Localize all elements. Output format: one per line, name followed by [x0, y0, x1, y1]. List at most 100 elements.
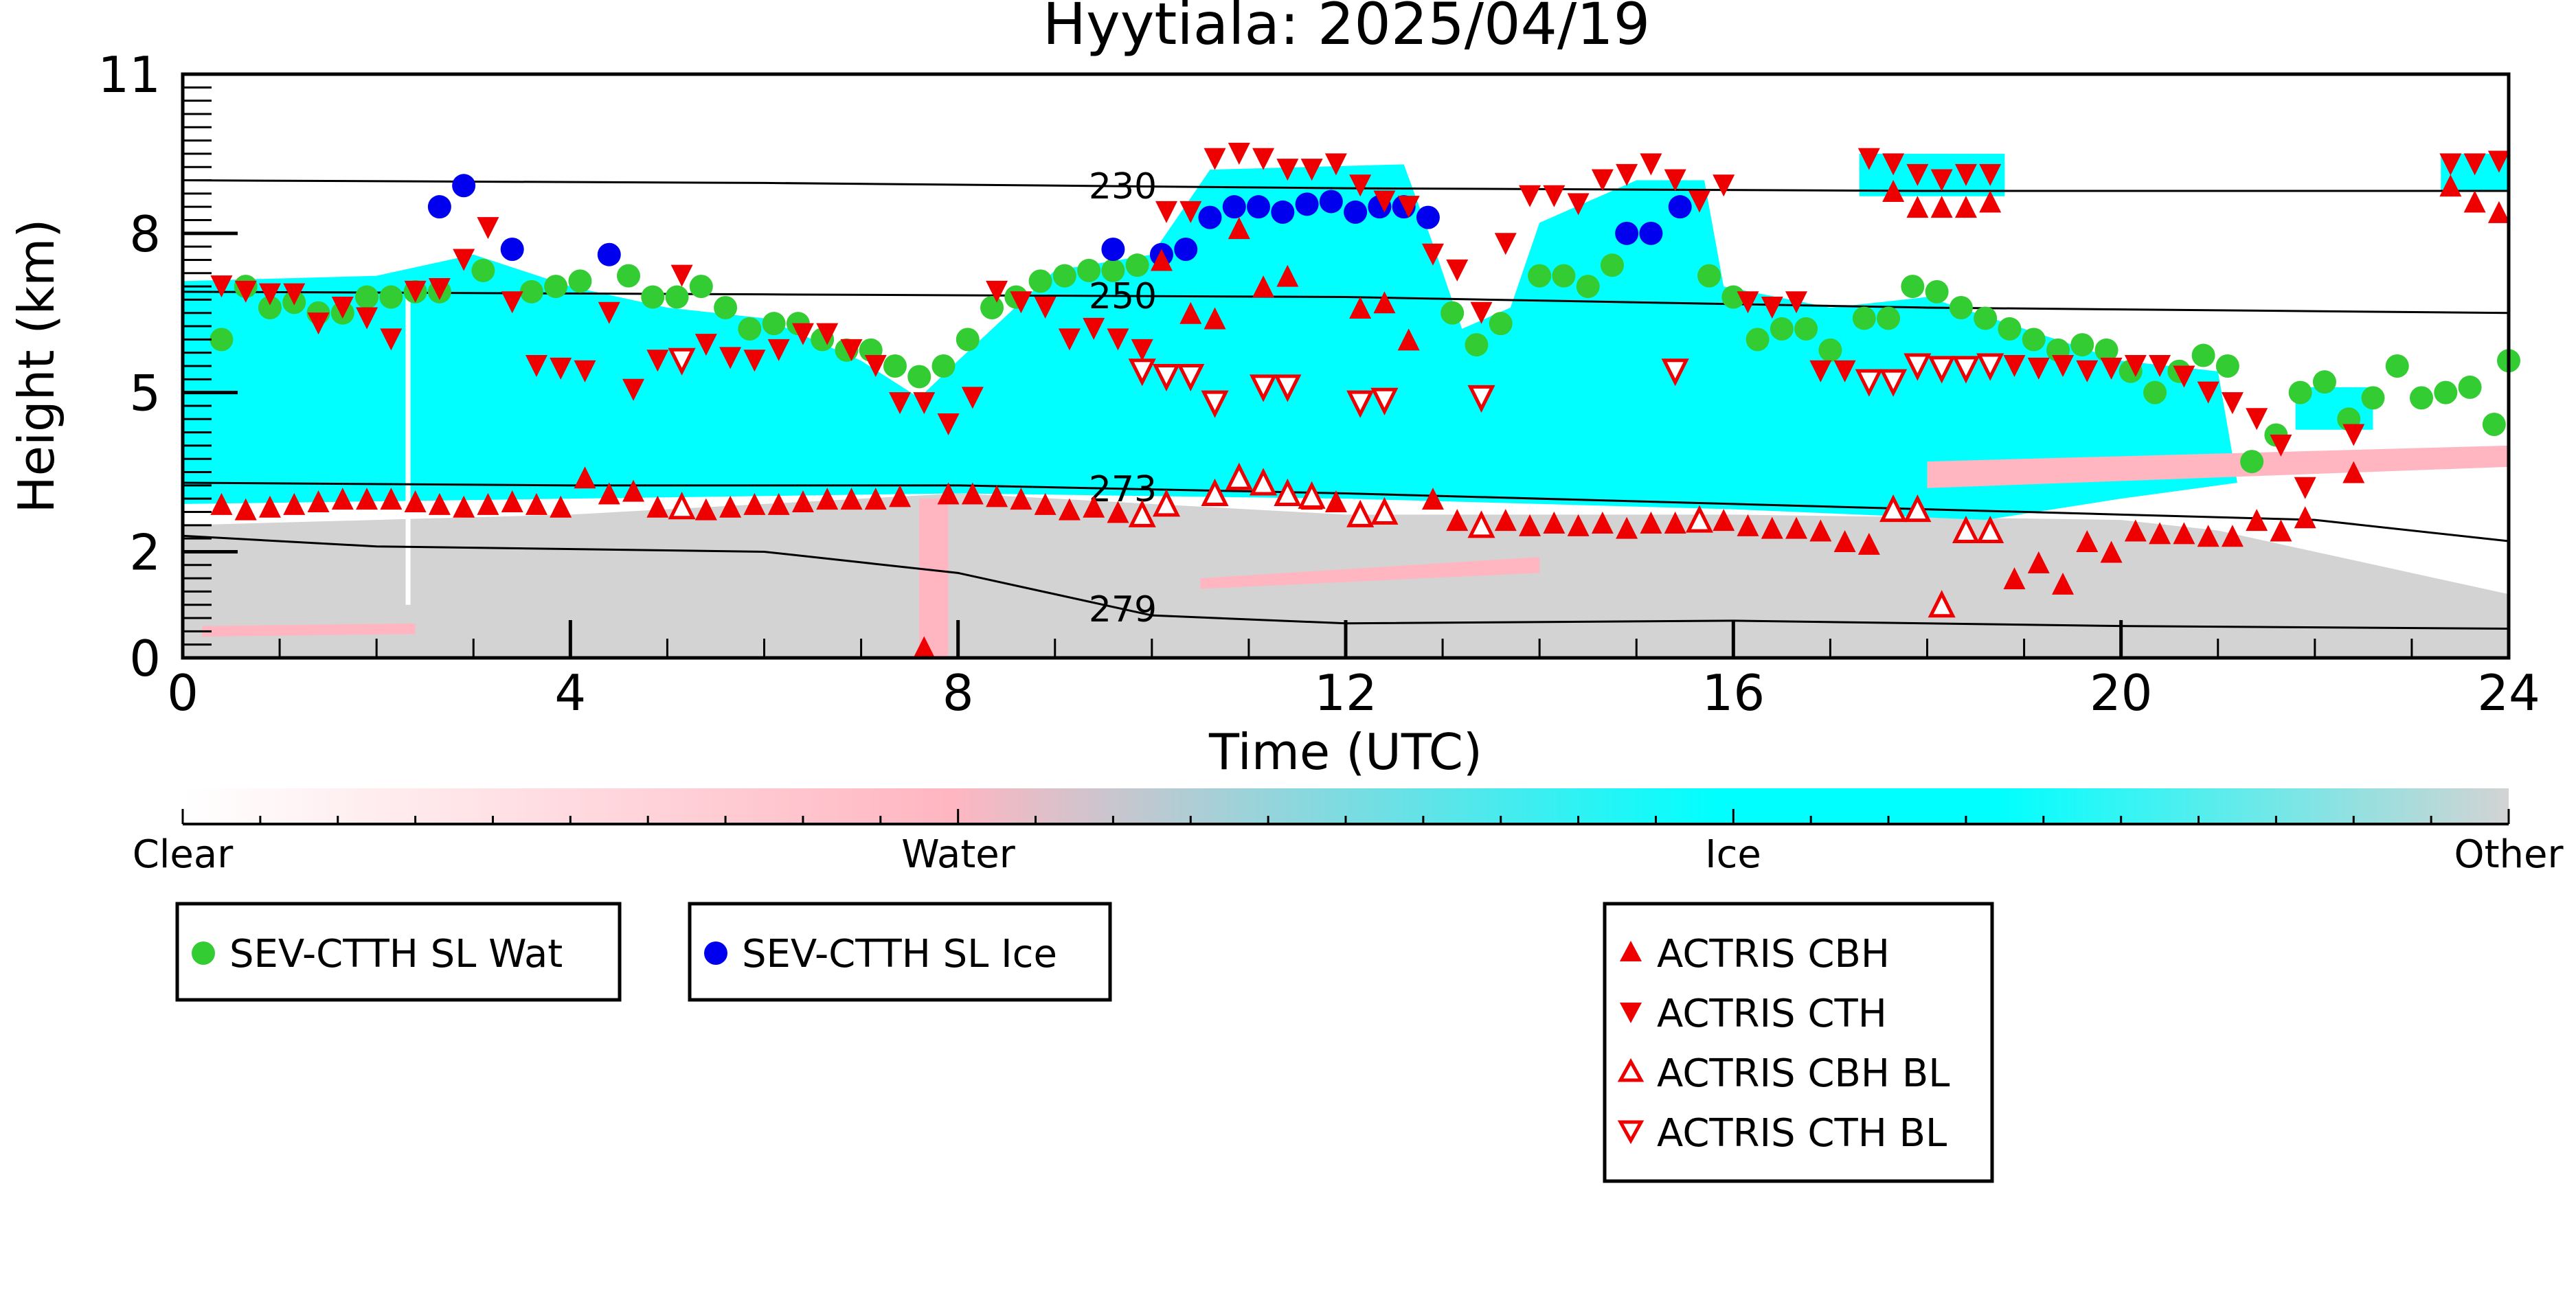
- isotherm-label-250: 250: [1089, 276, 1157, 317]
- data-point: [1125, 253, 1149, 277]
- colorbar-label-ice: Ice: [1705, 832, 1761, 877]
- data-point: [913, 636, 936, 659]
- data-point: [2246, 509, 2268, 532]
- data-point: [1421, 488, 1444, 510]
- data-point: [1077, 258, 1101, 282]
- data-point: [1721, 285, 1745, 309]
- data-point: [980, 296, 1004, 319]
- data-point: [864, 355, 887, 377]
- y-tick-label: 0: [129, 630, 161, 687]
- data-point: [2149, 522, 2171, 545]
- y-tick-label: 11: [98, 46, 161, 104]
- data-point: [1833, 360, 1856, 382]
- legend-marker-cth: [1620, 1003, 1642, 1023]
- data-point: [1344, 200, 1368, 224]
- data-point: [616, 264, 640, 288]
- data-point: [283, 492, 306, 515]
- data-point: [307, 490, 330, 513]
- data-point: [791, 323, 814, 345]
- data-point: [738, 317, 762, 341]
- data-point: [762, 312, 786, 336]
- data-point: [1685, 505, 1713, 533]
- data-point: [816, 488, 839, 510]
- data-point: [2003, 355, 2026, 377]
- data-point: [840, 339, 863, 361]
- data-point: [2070, 333, 2094, 357]
- data-point: [379, 285, 403, 309]
- data-point: [2294, 506, 2316, 529]
- data-point: [1179, 201, 1202, 223]
- data-point: [1421, 243, 1444, 266]
- data-point: [2410, 386, 2434, 410]
- legend-label: ACTRIS CTH BL: [1657, 1111, 1947, 1156]
- data-point: [1639, 221, 1663, 245]
- data-point: [283, 283, 306, 306]
- legend-marker-wat: [192, 941, 215, 965]
- data-point: [210, 328, 234, 352]
- data-point: [1346, 499, 1375, 527]
- data-point: [931, 354, 956, 378]
- series-sev-ctth-sl-ice: [427, 174, 1692, 266]
- data-point: [743, 350, 766, 372]
- data-point: [646, 350, 669, 372]
- colorbar-label-other: Other: [2454, 832, 2564, 877]
- data-point: [1252, 148, 1275, 170]
- data-point: [380, 328, 403, 351]
- isotherm-label-273: 273: [1089, 469, 1157, 510]
- data-point: [1952, 515, 1980, 544]
- data-point: [2439, 174, 2462, 197]
- x-tick-label: 16: [1702, 664, 1765, 722]
- x-tick-label: 8: [942, 664, 974, 722]
- data-point: [641, 285, 665, 309]
- data-point: [1668, 195, 1692, 219]
- data-point: [2458, 375, 2482, 399]
- data-point: [1228, 142, 1250, 165]
- data-point: [2240, 450, 2264, 474]
- data-point: [1616, 516, 1638, 539]
- data-point: [889, 392, 912, 415]
- data-point: [404, 280, 427, 303]
- data-point: [1979, 163, 2002, 186]
- legend-box: [1603, 902, 1994, 1183]
- legend-marker-cbh: [1620, 941, 1642, 961]
- data-point: [2052, 572, 2075, 595]
- data-point: [2463, 190, 2486, 213]
- data-point: [404, 490, 427, 513]
- data-point: [1083, 495, 1105, 518]
- data-point: [1010, 291, 1032, 314]
- data-point: [331, 297, 354, 319]
- data-point: [1879, 369, 1908, 397]
- data-point: [331, 488, 354, 510]
- data-point: [1446, 259, 1469, 282]
- data-point: [1882, 180, 1905, 202]
- data-point: [2100, 540, 2123, 563]
- data-point: [1664, 169, 1686, 192]
- data-point: [2270, 434, 2292, 457]
- data-point: [1976, 515, 2004, 544]
- data-point: [1519, 514, 1541, 536]
- data-point: [2027, 357, 2050, 380]
- data-point: [2149, 355, 2171, 377]
- data-point: [1470, 301, 1493, 324]
- x-tick-label: 12: [1314, 664, 1377, 722]
- data-point: [2124, 519, 2147, 542]
- data-point: [1664, 511, 1686, 534]
- data-point: [1576, 275, 1600, 299]
- data-point: [1713, 509, 1735, 532]
- data-point: [2003, 567, 2026, 590]
- isotherm-279: [183, 534, 2509, 630]
- data-point: [1349, 297, 1372, 319]
- data-point: [1370, 387, 1399, 415]
- data-point: [1083, 317, 1105, 340]
- data-point: [1494, 233, 1517, 255]
- data-point: [356, 488, 379, 510]
- legend-label: SEV-CTTH SL Ice: [742, 932, 1057, 976]
- data-point: [913, 392, 936, 415]
- data-point: [2143, 380, 2167, 404]
- colorbar-label-clear: Clear: [133, 832, 234, 877]
- data-point: [2027, 551, 2050, 573]
- data-point: [428, 492, 451, 515]
- data-point: [694, 334, 717, 356]
- data-point: [1319, 190, 1343, 214]
